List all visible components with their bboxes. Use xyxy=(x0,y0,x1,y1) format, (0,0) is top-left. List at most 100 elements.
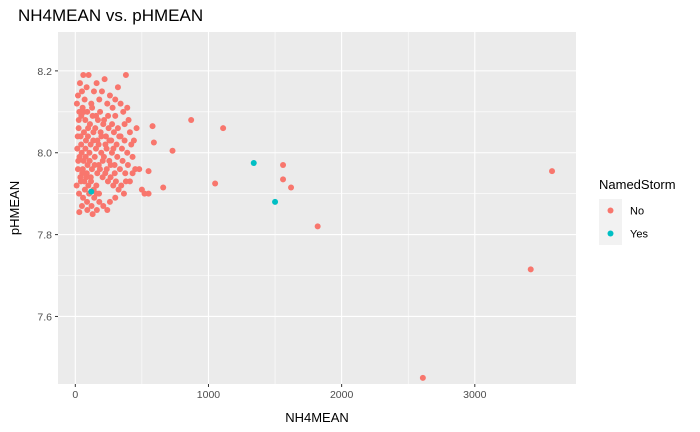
data-point-no xyxy=(93,80,100,87)
data-point-no xyxy=(169,147,176,154)
data-point-no xyxy=(105,125,112,132)
data-point-no xyxy=(101,76,108,83)
data-point-no xyxy=(91,162,98,169)
data-point-no xyxy=(88,202,95,209)
data-point-no xyxy=(126,178,133,185)
data-point-no xyxy=(97,108,104,115)
data-point-no xyxy=(95,162,102,169)
data-point-no xyxy=(83,84,90,91)
data-point-no xyxy=(89,104,96,111)
x-tick-label: 0 xyxy=(72,389,78,401)
legend-title: NamedStorm xyxy=(599,177,676,192)
data-point-no xyxy=(114,153,121,160)
x-tick-label: 2000 xyxy=(330,389,354,401)
data-point-no xyxy=(104,100,111,107)
data-point-no xyxy=(78,149,85,156)
data-point-no xyxy=(75,157,82,164)
data-point-no xyxy=(93,190,100,197)
data-point-no xyxy=(80,129,87,136)
data-point-no xyxy=(98,133,105,140)
data-point-no xyxy=(81,96,88,103)
chart-title: NH4MEAN vs. pHMEAN xyxy=(18,6,203,25)
data-point-no xyxy=(105,112,112,119)
data-point-no xyxy=(107,174,114,181)
data-point-no xyxy=(106,137,113,144)
data-point-no xyxy=(188,117,195,123)
data-point-no xyxy=(81,186,88,193)
data-point-no xyxy=(86,149,93,156)
data-point-no xyxy=(110,129,117,136)
data-point-no xyxy=(86,157,93,164)
data-point-no xyxy=(130,137,137,144)
data-point-no xyxy=(124,149,131,156)
data-point-no xyxy=(74,92,81,99)
data-point-no xyxy=(102,141,109,148)
data-point-no xyxy=(129,153,136,160)
data-point-no xyxy=(280,176,287,183)
data-point-no xyxy=(117,133,124,140)
data-point-no xyxy=(149,123,156,130)
data-points xyxy=(73,71,556,381)
data-point-no xyxy=(100,202,107,209)
data-point-no xyxy=(89,211,96,218)
data-point-no xyxy=(419,374,426,381)
data-point-yes xyxy=(250,159,257,166)
data-point-no xyxy=(106,198,113,205)
data-point-no xyxy=(101,117,108,123)
data-point-no xyxy=(78,88,85,95)
data-point-no xyxy=(93,182,100,189)
data-point-no xyxy=(77,178,84,185)
data-point-no xyxy=(91,153,98,160)
data-point-no xyxy=(112,178,119,185)
data-point-no xyxy=(112,194,119,201)
data-point-yes xyxy=(272,198,279,205)
y-tick-label: 7.6 xyxy=(37,311,52,323)
data-point-no xyxy=(220,125,227,132)
data-point-no xyxy=(96,198,103,205)
data-point-no xyxy=(124,162,131,169)
data-point-no xyxy=(74,166,81,173)
data-point-no xyxy=(82,145,89,152)
data-point-no xyxy=(110,145,117,152)
data-point-no xyxy=(145,168,152,175)
data-point-no xyxy=(75,117,82,123)
data-point-no xyxy=(119,157,126,164)
data-point-no xyxy=(133,125,140,132)
data-point-no xyxy=(160,184,167,191)
data-point-no xyxy=(90,137,97,144)
data-point-no xyxy=(90,88,97,95)
data-point-no xyxy=(93,112,100,119)
data-point-no xyxy=(76,80,83,87)
data-point-no xyxy=(124,104,131,111)
data-point-no xyxy=(85,71,92,78)
y-axis-title: pHMEAN xyxy=(7,181,22,235)
data-point-no xyxy=(85,125,92,132)
data-point-no xyxy=(94,137,101,144)
data-point-no xyxy=(212,180,219,187)
legend-key-yes xyxy=(607,230,614,237)
data-point-no xyxy=(314,223,321,230)
grid-lines xyxy=(58,32,576,384)
data-point-no xyxy=(82,117,89,123)
legend-key-no xyxy=(607,207,614,214)
y-tick-label: 7.8 xyxy=(37,230,52,242)
data-point-no xyxy=(114,125,121,132)
data-point-no xyxy=(103,166,110,173)
data-point-no xyxy=(96,96,103,103)
data-point-no xyxy=(104,207,111,214)
x-axis-title: NH4MEAN xyxy=(285,410,349,425)
data-point-no xyxy=(109,104,116,111)
data-point-no xyxy=(120,108,127,115)
data-point-no xyxy=(150,139,157,146)
data-point-no xyxy=(118,145,125,152)
data-point-no xyxy=(145,190,152,197)
data-point-no xyxy=(80,194,87,201)
data-point-no xyxy=(73,182,80,189)
y-tick-label: 8.2 xyxy=(37,66,52,78)
data-point-no xyxy=(107,162,114,169)
data-point-no xyxy=(113,141,120,148)
data-point-no xyxy=(117,100,124,107)
data-point-no xyxy=(114,84,121,91)
data-point-no xyxy=(90,129,97,136)
